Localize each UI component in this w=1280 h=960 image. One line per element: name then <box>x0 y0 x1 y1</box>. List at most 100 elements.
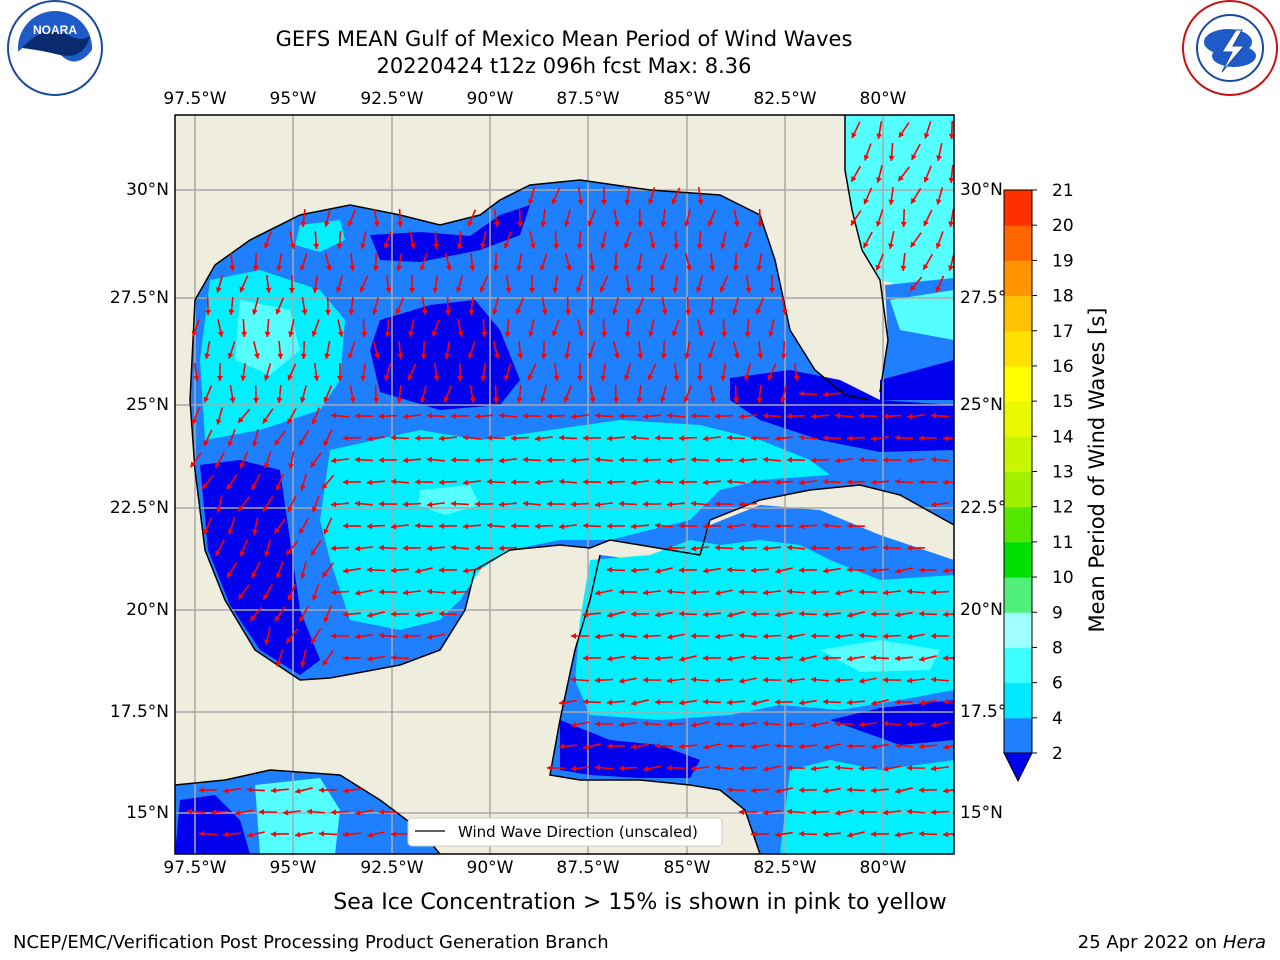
wave-arrow-head <box>727 655 733 662</box>
wave-arrow-head <box>882 413 889 420</box>
wave-arrow-head <box>582 435 588 442</box>
wave-arrow-head <box>300 573 306 579</box>
wave-arrow-head <box>311 330 318 337</box>
wave-arrow-head <box>600 199 607 205</box>
wave-arrow-head <box>462 434 469 441</box>
wave-arrow-head <box>407 374 413 381</box>
wave-arrow-head <box>571 721 577 728</box>
wave-arrow-head <box>894 699 900 706</box>
wave-arrow-head <box>822 611 829 618</box>
lat-tick-left: 22.5°N <box>109 498 169 518</box>
wave-arrow-head <box>282 809 289 816</box>
wave-arrow-head <box>846 479 852 486</box>
wave-arrow-head <box>445 309 452 315</box>
wave-arrow-head <box>906 764 912 771</box>
colorbar-segment <box>1004 577 1032 613</box>
wave-arrow-head <box>312 287 319 293</box>
lat-tick-right: 27.5° <box>960 288 1007 308</box>
wave-arrow-head <box>275 484 282 491</box>
wave-arrow-head <box>714 413 721 420</box>
wave-arrow-head <box>666 545 673 552</box>
wave-arrow-head <box>510 522 516 529</box>
wave-arrow-head <box>607 655 613 662</box>
wave-arrow-head <box>295 787 301 794</box>
colorbar-tick-label: 19 <box>1052 251 1074 271</box>
wave-arrow-head <box>906 413 913 420</box>
wave-arrow-head <box>930 456 937 463</box>
colorbar-segment <box>1004 471 1032 508</box>
wave-arrow-head <box>798 787 804 794</box>
wave-arrow-head <box>432 287 439 293</box>
wave-arrow-head <box>402 545 408 552</box>
wave-arrow-head <box>696 375 703 381</box>
wave-arrow-head <box>426 545 433 552</box>
wave-arrow-head <box>762 412 769 419</box>
wave-arrow-head <box>564 353 571 359</box>
wave-arrow-head <box>685 309 692 315</box>
wave-arrow-head <box>421 309 428 315</box>
graticule <box>175 115 954 854</box>
noaa-logo-text: NOARA <box>33 23 77 37</box>
wave-arrow-head <box>666 457 673 464</box>
lat-tick-right: 30°N <box>960 180 1003 200</box>
wave-arrow-head <box>361 331 368 337</box>
wave-arrow-head <box>589 397 596 403</box>
wave-arrow-head <box>330 809 337 816</box>
wave-arrow-head <box>396 265 403 271</box>
wave-arrow-head <box>875 220 882 227</box>
wave-arrow-head <box>582 698 589 705</box>
wave-arrow-head <box>575 286 582 293</box>
wave-arrow-head <box>822 522 829 529</box>
wave-arrow-head <box>455 286 462 293</box>
colorbar-tick-label: 21 <box>1052 181 1074 201</box>
wave-arrow-head <box>631 743 637 750</box>
colorbar-tick-label: 15 <box>1052 392 1074 412</box>
wave-arrow-head <box>226 483 233 490</box>
wave-arrow-head <box>863 154 870 161</box>
run-date: 25 Apr 2022 on Hera <box>1078 932 1266 953</box>
wave-arrow-head <box>444 353 451 359</box>
wave-arrow-head <box>378 808 384 815</box>
wave-arrow-head <box>906 545 912 552</box>
wave-arrow-head <box>733 397 740 403</box>
wave-arrow-head <box>673 375 680 381</box>
colorbar-extend-triangle <box>1003 752 1033 783</box>
wave-arrow-head <box>870 479 877 486</box>
wave-arrow-head <box>666 501 673 508</box>
wave-arrow-head <box>618 721 625 728</box>
wave-arrow-head <box>888 199 895 205</box>
wave-arrow-head <box>546 457 552 464</box>
lat-tick-left: 20°N <box>126 600 169 620</box>
colorbar-segment <box>1004 682 1032 719</box>
wave-arrow-head <box>354 412 360 419</box>
wave-arrow-head <box>204 353 211 359</box>
wave-arrow-head <box>323 616 330 623</box>
wave-arrow-head <box>503 242 510 249</box>
wave-arrow-head <box>367 611 373 618</box>
wave-arrow-head <box>948 265 954 271</box>
wave-arrow-head <box>395 308 402 315</box>
wave-arrow-head <box>666 412 673 419</box>
wave-arrow-head <box>738 632 745 639</box>
wave-arrow-head <box>612 309 618 315</box>
wave-arrow-head <box>738 808 744 815</box>
wave-arrow-head <box>918 830 925 837</box>
wave-arrow-head <box>299 485 306 491</box>
wave-arrow-head <box>942 655 948 662</box>
wave-arrow-head <box>696 243 703 249</box>
wave-arrow-head <box>228 309 235 315</box>
wave-arrow-head <box>342 655 348 662</box>
wave-arrow-head <box>402 633 409 640</box>
wave-arrow-head <box>335 286 342 293</box>
wave-arrow-head <box>450 456 456 463</box>
colorbar-tick-label: 4 <box>1052 709 1063 729</box>
lat-tick-left: 30°N <box>126 180 169 200</box>
wave-arrow-head <box>666 677 673 684</box>
wave-arrow-head <box>343 567 349 574</box>
wave-arrow-head <box>870 654 877 661</box>
wave-arrow-head <box>498 457 505 464</box>
wave-arrow-head <box>576 243 583 249</box>
wave-arrow-head <box>630 611 636 618</box>
wave-arrow-head <box>661 309 668 315</box>
wave-arrow-head <box>671 198 677 205</box>
